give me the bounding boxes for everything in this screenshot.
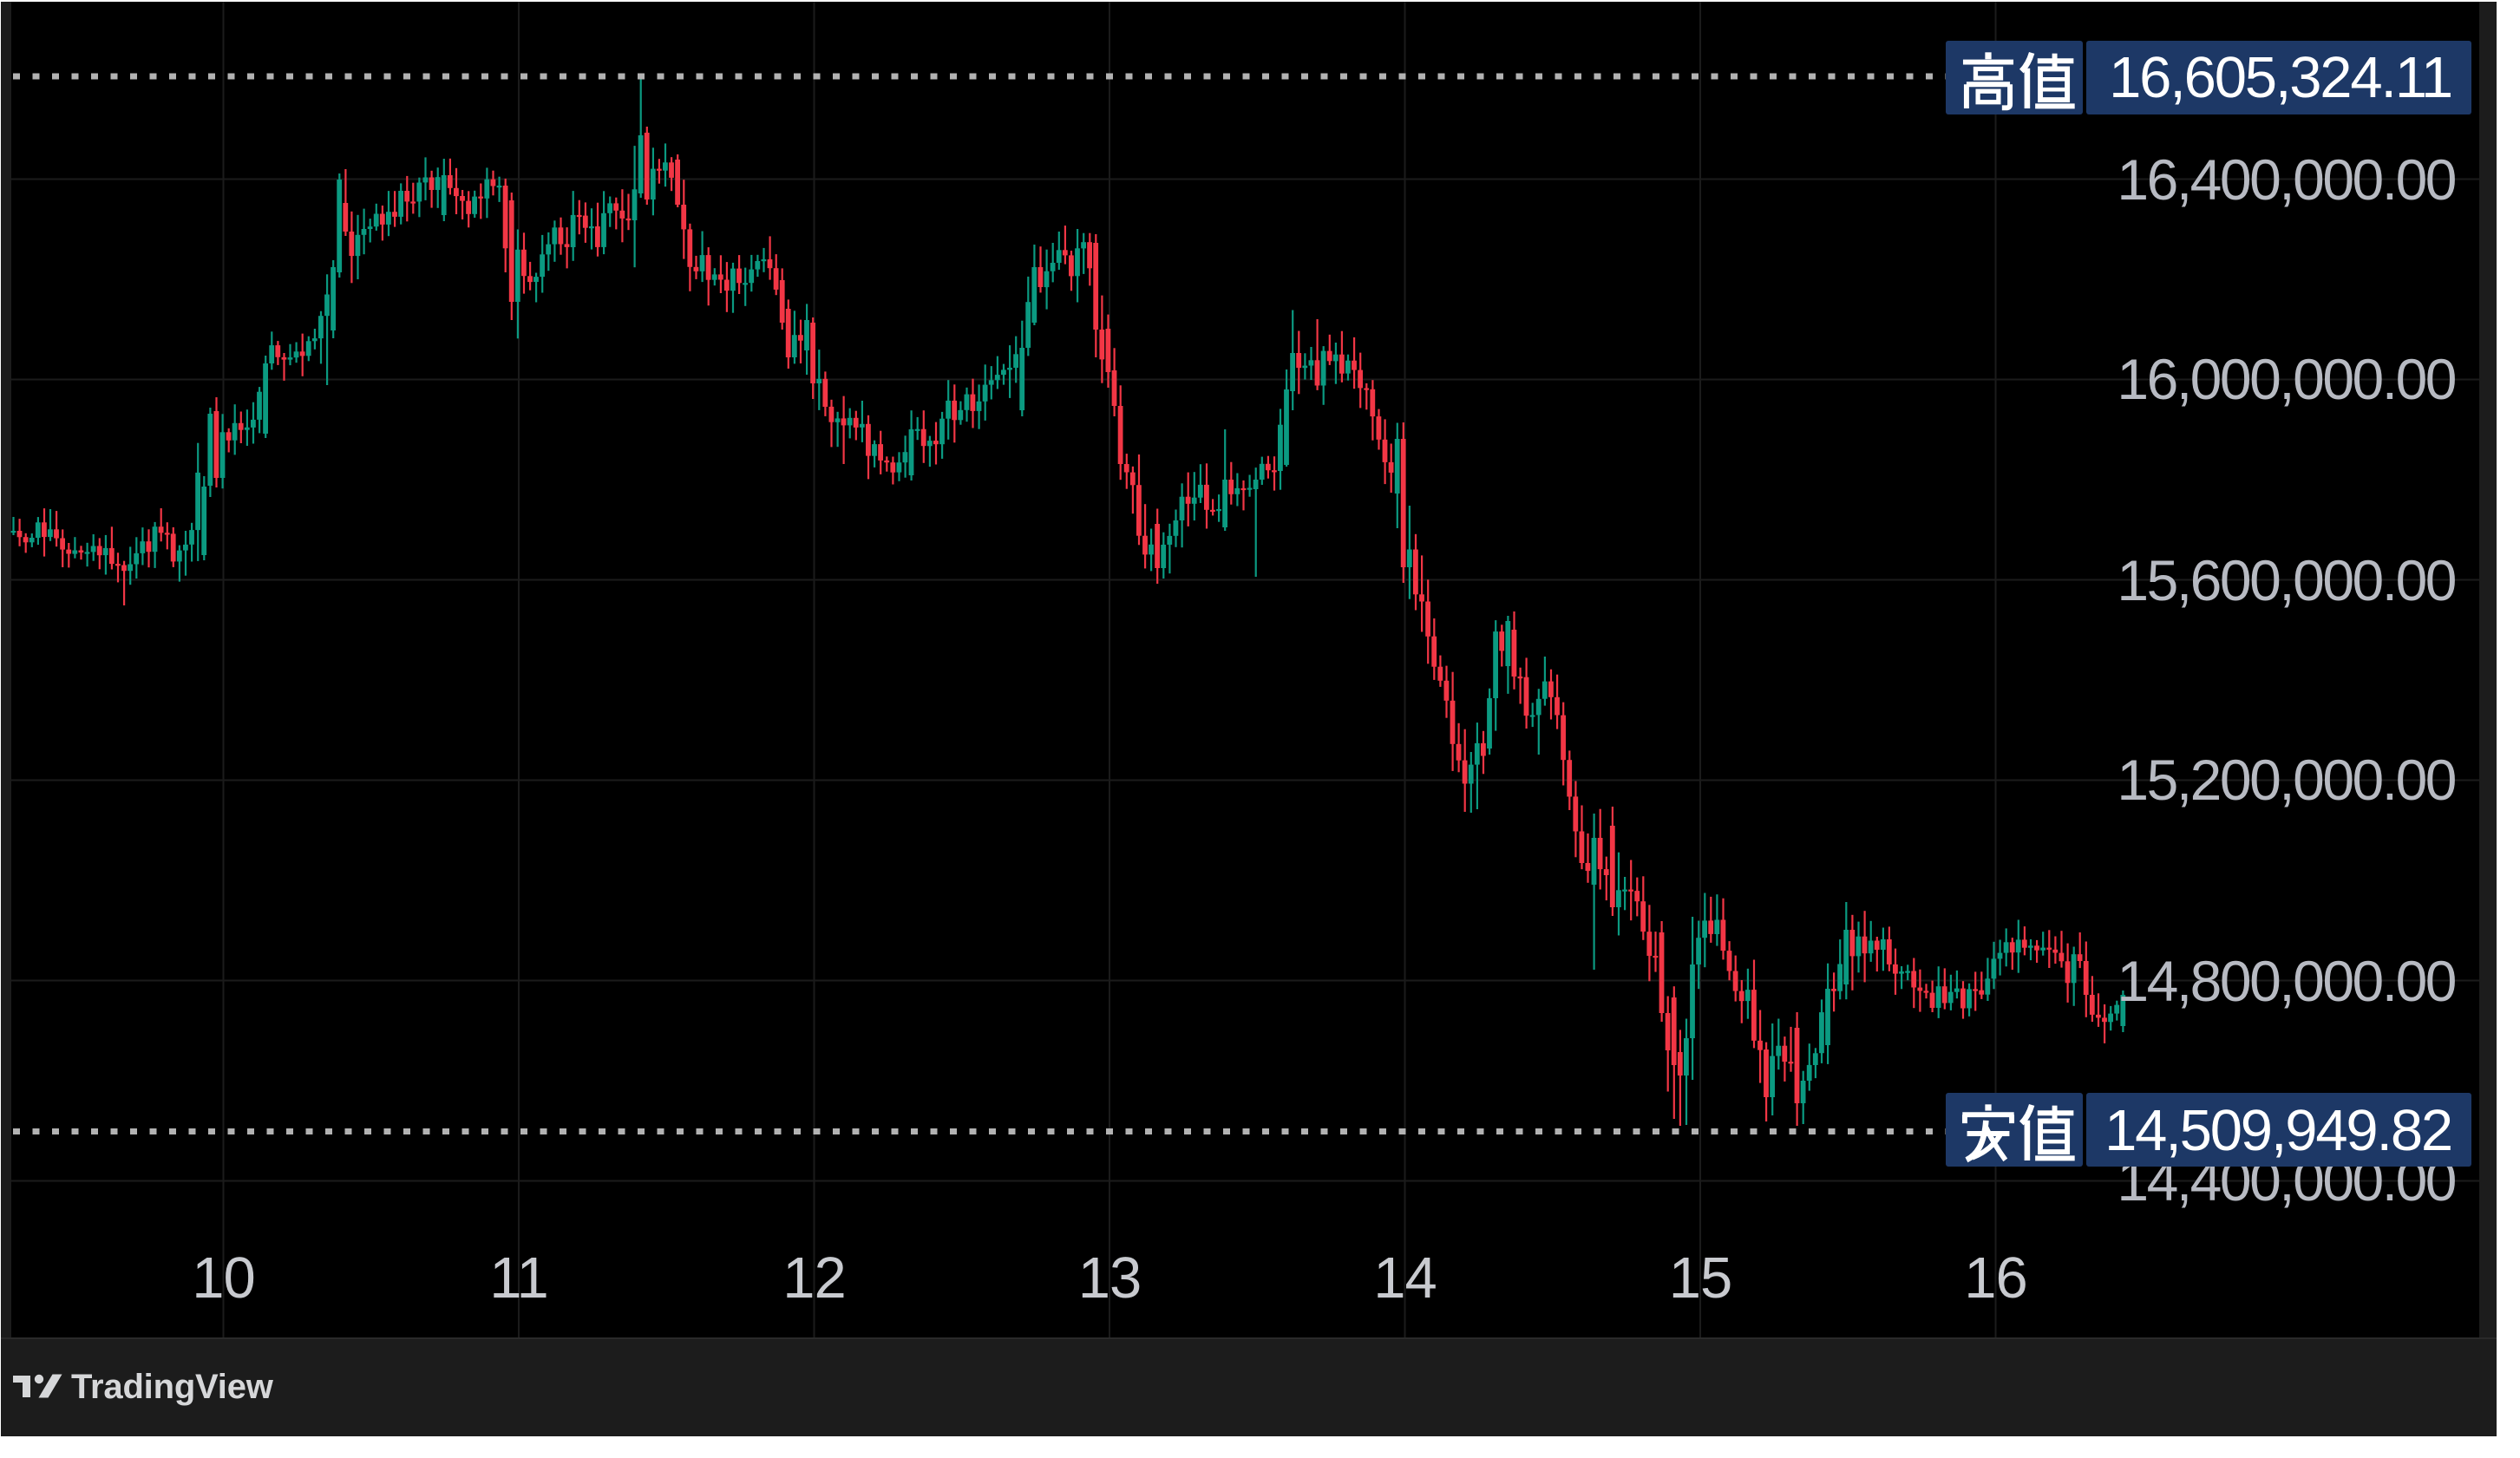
svg-text:14: 14 [1373,1246,1437,1311]
svg-text:14,509,949.82: 14,509,949.82 [2104,1098,2451,1163]
svg-text:16: 16 [1964,1246,2027,1311]
svg-text:11: 11 [489,1246,548,1311]
svg-text:TradingView: TradingView [71,1368,274,1406]
svg-text:16,000,000.00: 16,000,000.00 [2117,347,2455,411]
svg-text:10: 10 [192,1246,255,1311]
svg-text:16,400,000.00: 16,400,000.00 [2117,147,2455,212]
svg-text:16,605,324.11: 16,605,324.11 [2109,45,2451,110]
svg-text:14,800,000.00: 14,800,000.00 [2117,949,2455,1013]
svg-text:13: 13 [1078,1246,1142,1311]
svg-text:12: 12 [782,1246,846,1311]
svg-text:15,600,000.00: 15,600,000.00 [2117,548,2455,612]
svg-text:15: 15 [1669,1246,1732,1311]
svg-text:15,200,000.00: 15,200,000.00 [2117,748,2455,812]
